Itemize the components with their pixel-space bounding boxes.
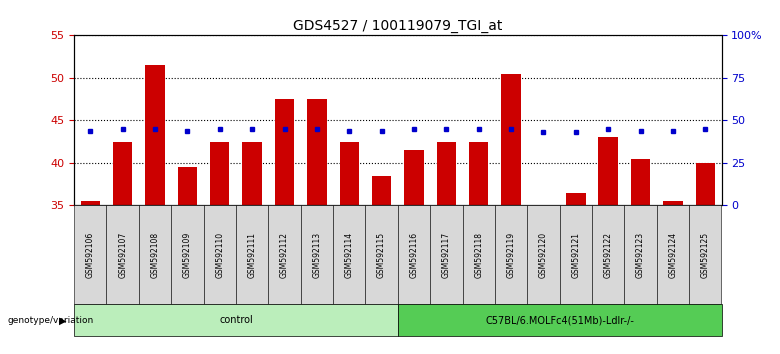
Bar [113, 142, 133, 205]
Bar [333, 205, 365, 304]
Bar [210, 142, 229, 205]
Bar [502, 74, 521, 205]
Bar [469, 142, 488, 205]
Bar [631, 159, 651, 205]
Bar [657, 205, 689, 304]
Bar [437, 142, 456, 205]
Bar [566, 193, 586, 205]
Bar [559, 205, 592, 304]
Bar [527, 205, 559, 304]
Text: GSM592118: GSM592118 [474, 232, 484, 278]
Bar [663, 201, 682, 205]
Text: GSM592110: GSM592110 [215, 232, 225, 278]
Text: GSM592115: GSM592115 [377, 232, 386, 278]
Text: GSM592119: GSM592119 [506, 232, 516, 278]
Text: GSM592116: GSM592116 [410, 232, 419, 278]
Bar [404, 150, 424, 205]
Text: GSM592108: GSM592108 [151, 232, 160, 278]
Text: GSM592111: GSM592111 [247, 232, 257, 278]
Bar [696, 163, 715, 205]
Bar [592, 205, 624, 304]
Bar [624, 205, 657, 304]
Text: GSM592109: GSM592109 [183, 232, 192, 278]
Bar [275, 99, 294, 205]
Title: GDS4527 / 100119079_TGI_at: GDS4527 / 100119079_TGI_at [293, 19, 502, 33]
Bar [463, 205, 495, 304]
Text: GSM592117: GSM592117 [441, 232, 451, 278]
Bar [689, 205, 722, 304]
Bar [178, 167, 197, 205]
Bar [268, 205, 301, 304]
Bar [74, 304, 398, 336]
Text: C57BL/6.MOLFc4(51Mb)-Ldlr-/-: C57BL/6.MOLFc4(51Mb)-Ldlr-/- [485, 315, 634, 325]
Bar [204, 205, 236, 304]
Text: GSM592121: GSM592121 [571, 232, 580, 278]
Text: GSM592112: GSM592112 [280, 232, 289, 278]
Text: ▶: ▶ [58, 315, 66, 325]
Bar [431, 205, 463, 304]
Text: GSM592106: GSM592106 [86, 232, 95, 278]
Bar [307, 99, 327, 205]
Text: GSM592125: GSM592125 [700, 232, 710, 278]
Bar [598, 137, 618, 205]
Bar [365, 205, 398, 304]
Bar [300, 205, 333, 304]
Text: GSM592124: GSM592124 [668, 232, 678, 278]
Bar [139, 205, 171, 304]
Bar [398, 205, 431, 304]
Bar [80, 201, 100, 205]
Bar [106, 205, 139, 304]
Bar [372, 176, 392, 205]
Text: GSM592107: GSM592107 [118, 232, 127, 278]
Bar [145, 65, 165, 205]
Text: GSM592122: GSM592122 [604, 232, 613, 278]
Text: GSM592113: GSM592113 [312, 232, 321, 278]
Bar [339, 142, 359, 205]
Bar [398, 304, 722, 336]
Text: GSM592114: GSM592114 [345, 232, 354, 278]
Text: control: control [219, 315, 253, 325]
Bar [236, 205, 268, 304]
Bar [171, 205, 204, 304]
Text: GSM592123: GSM592123 [636, 232, 645, 278]
Text: genotype/variation: genotype/variation [8, 316, 94, 325]
Text: GSM592120: GSM592120 [539, 232, 548, 278]
Bar [243, 142, 262, 205]
Bar [495, 205, 527, 304]
Bar [74, 205, 106, 304]
